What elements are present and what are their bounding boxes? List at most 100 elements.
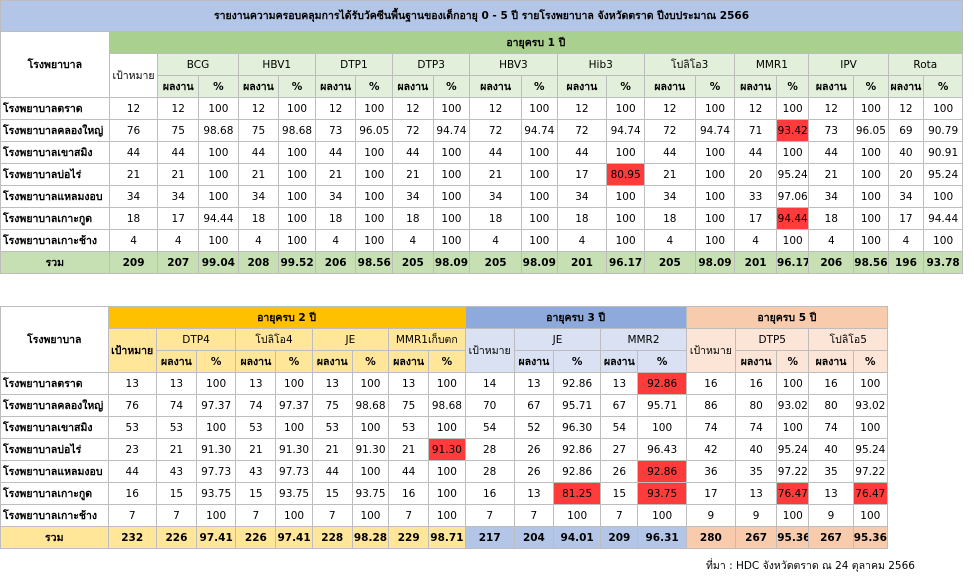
table-cell: 100 xyxy=(196,504,237,527)
table-cell: 4 xyxy=(556,229,608,252)
table-cell: 100 xyxy=(775,141,810,164)
table-row: โรงพยาบาลตราด 13 13 100 13 100 13 100 13 100 14 13 9… xyxy=(0,372,889,395)
table-cell: 44 xyxy=(107,460,157,483)
table-cell: 34 xyxy=(108,185,159,208)
table-cell: 21 xyxy=(392,163,434,186)
table-cell: 54 xyxy=(600,416,639,439)
table-cell: 27 xyxy=(600,438,639,461)
table-cell: 44 xyxy=(392,141,434,164)
table-cell: 9 xyxy=(808,504,854,527)
table-cell: 100 xyxy=(521,229,558,252)
table-cell: 100 xyxy=(432,185,471,208)
vaccine-header: DTP5 xyxy=(735,328,810,351)
total-cell: 96.17 xyxy=(606,251,645,274)
hospital-name: โรงพยาบาลเขาสมิง xyxy=(0,141,110,164)
table-cell: 53 xyxy=(107,416,157,439)
table-cell: 13 xyxy=(735,482,778,505)
percent-header: % xyxy=(521,75,558,98)
table-cell: 74 xyxy=(235,394,277,417)
result-header: ผลงาน xyxy=(808,350,854,373)
table-cell: 100 xyxy=(278,229,316,252)
table-cell: 97.22 xyxy=(852,460,889,483)
percent-header: % xyxy=(606,75,645,98)
age-group-header: อายุครบ 2 ปี xyxy=(107,306,466,329)
table-cell: 98.68 xyxy=(278,119,316,142)
table-cell: 100 xyxy=(521,163,558,186)
table-cell: 74 xyxy=(735,416,778,439)
table-cell: 44 xyxy=(734,141,777,164)
table-cell: 100 xyxy=(852,372,889,395)
table-cell: 100 xyxy=(428,416,466,439)
table-cell: 69 xyxy=(887,119,925,142)
highlighted-cell: 80.95 xyxy=(606,163,645,186)
hospital-name: โรงพยาบาลบ่อไร่ xyxy=(0,438,109,461)
highlighted-cell: 76.47 xyxy=(852,482,889,505)
table-cell: 100 xyxy=(852,416,889,439)
percent-header: % xyxy=(775,75,810,98)
table-row: โรงพยาบาลแหลมงอบ 34 34 100 34 100 34 100 34 100 34… xyxy=(0,185,963,208)
table-cell: 72 xyxy=(556,119,608,142)
table-cell: 53 xyxy=(388,416,430,439)
table-cell: 20 xyxy=(887,163,925,186)
table-cell: 92.86 xyxy=(552,460,602,483)
table-cell: 44 xyxy=(237,141,280,164)
result-header: ผลงาน xyxy=(735,350,778,373)
table-cell: 15 xyxy=(155,482,198,505)
table-cell: 21 xyxy=(469,163,523,186)
hospital-name: โรงพยาบาลเกาะกูด xyxy=(0,207,110,230)
table-cell: 100 xyxy=(428,482,466,505)
table-cell: 95.71 xyxy=(637,394,687,417)
total-cell: 204 xyxy=(513,526,555,549)
total-cell: 96.17 xyxy=(775,251,810,274)
total-cell: 217 xyxy=(464,526,515,549)
table-cell: 16 xyxy=(735,372,778,395)
title-row: รายงานความครอบคลุมการได้รับวัคซีนพื้นฐาน… xyxy=(0,0,963,32)
vaccine-header: DTP1 xyxy=(314,53,394,76)
table-cell: 94.74 xyxy=(521,119,558,142)
table-cell: 100 xyxy=(275,504,313,527)
table-cell: 53 xyxy=(155,416,198,439)
target-header: เป้าหมาย xyxy=(685,328,737,373)
table-cell: 34 xyxy=(887,185,925,208)
table-cell: 100 xyxy=(552,504,602,527)
table-cell: 100 xyxy=(428,504,466,527)
table-cell: 100 xyxy=(278,185,316,208)
table-cell: 93.02 xyxy=(776,394,810,417)
table-cell: 73 xyxy=(314,119,357,142)
hospital-name: โรงพยาบาลคลองใหญ่ xyxy=(0,119,110,142)
table-cell: 100 xyxy=(637,504,687,527)
coverage-table-age2-3-5: โรงพยาบาล อายุครบ 2 ปี อายุครบ 3 ปี อายุครบ… xyxy=(0,306,889,549)
age-group-header: อายุครบ 3 ปี xyxy=(464,306,687,329)
percent-header: % xyxy=(552,350,602,373)
total-cell: 226 xyxy=(235,526,277,549)
table-cell: 95.71 xyxy=(552,394,602,417)
table-cell: 20 xyxy=(734,163,777,186)
table-cell: 100 xyxy=(198,97,239,120)
table-cell: 100 xyxy=(432,141,471,164)
table-cell: 100 xyxy=(775,97,810,120)
vaccine-header: DTP4 xyxy=(155,328,237,351)
table-cell: 72 xyxy=(392,119,434,142)
table-cell: 97.37 xyxy=(275,394,313,417)
hospital-header: โรงพยาบาล xyxy=(0,306,109,373)
table-cell: 17 xyxy=(887,207,925,230)
table-cell: 9 xyxy=(735,504,778,527)
table-cell: 100 xyxy=(428,460,466,483)
total-label: รวม xyxy=(0,526,109,549)
total-cell: 207 xyxy=(157,251,200,274)
table-cell: 100 xyxy=(278,207,316,230)
table-cell: 13 xyxy=(808,482,854,505)
total-cell: 97.41 xyxy=(196,526,237,549)
total-cell: 98.71 xyxy=(428,526,466,549)
table-cell: 100 xyxy=(351,416,390,439)
total-cell: 228 xyxy=(311,526,353,549)
table-cell: 100 xyxy=(355,141,394,164)
vaccine-header: โปลิโอ5 xyxy=(808,328,888,351)
table-cell: 100 xyxy=(776,416,810,439)
result-header: ผลงาน xyxy=(643,75,696,98)
table-cell: 100 xyxy=(198,141,239,164)
table-cell: 44 xyxy=(311,460,353,483)
percent-header: % xyxy=(637,350,687,373)
table-cell: 100 xyxy=(923,229,963,252)
table-cell: 12 xyxy=(157,97,200,120)
